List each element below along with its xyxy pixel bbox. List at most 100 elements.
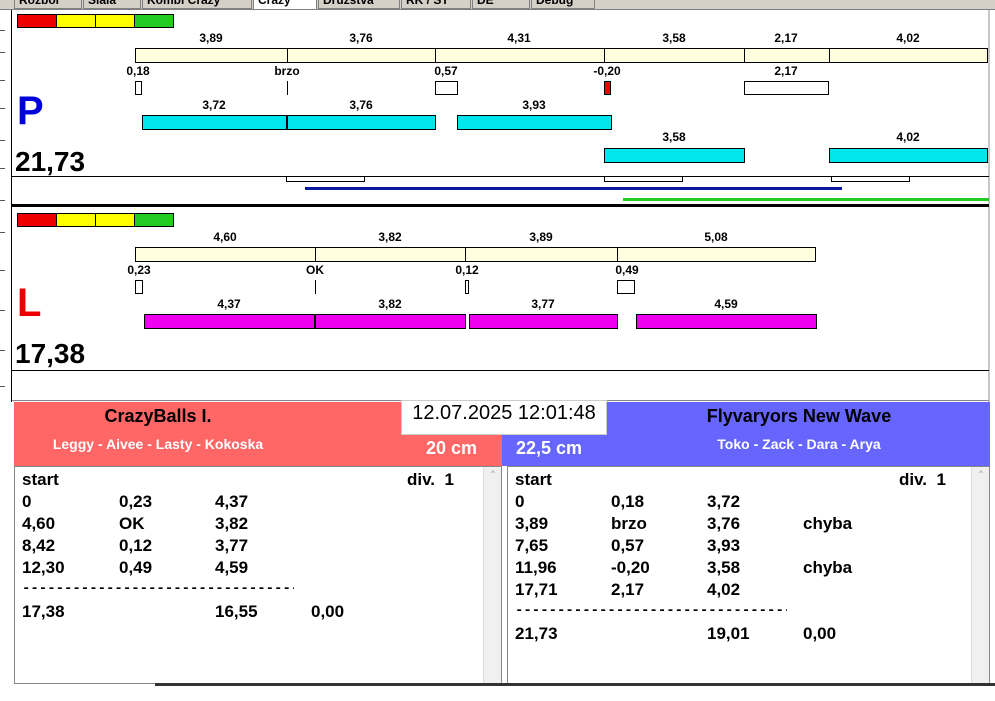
split-box bbox=[135, 81, 142, 95]
list-separator: --------------------------------------- bbox=[515, 603, 787, 619]
signal-yellow bbox=[57, 15, 96, 27]
bar-divider bbox=[829, 48, 830, 63]
run-label: 3,58 bbox=[662, 130, 686, 144]
split-label: brzo bbox=[274, 64, 300, 78]
tab-debug[interactable]: Debug bbox=[531, 0, 595, 9]
tab-strip: Rozbor Slala Kombi Crazy Crazy Družstva … bbox=[0, 0, 995, 10]
list-separator: --------------------------------------- bbox=[22, 581, 294, 597]
gap-box bbox=[286, 176, 365, 182]
results-list-right[interactable]: start div. 1 0 0,18 3,72 3,89 brzo 3,76 … bbox=[507, 466, 990, 684]
cumulative-bar bbox=[135, 48, 988, 63]
split-label: 0,12 bbox=[455, 263, 479, 277]
team-name-right: Flyvaryors New Wave bbox=[706, 406, 892, 426]
list-total[interactable]: 21,73 19,01 0,00 bbox=[515, 624, 837, 643]
cumulative-bar bbox=[135, 247, 816, 262]
run-bar bbox=[144, 314, 315, 329]
list-item[interactable]: 17,71 2,17 4,02 bbox=[515, 580, 741, 599]
run-bar bbox=[469, 314, 618, 329]
list-header: start div. 1 bbox=[515, 470, 946, 489]
run-label: 3,72 bbox=[202, 98, 226, 112]
tab-kombi-crazy[interactable]: Kombi Crazy bbox=[142, 0, 252, 9]
bar-divider bbox=[744, 48, 745, 63]
split-label: OK bbox=[306, 263, 324, 277]
run-bar bbox=[604, 148, 745, 163]
run-label: 3,82 bbox=[378, 297, 402, 311]
split-box bbox=[617, 280, 635, 294]
track-score: 21,73 bbox=[15, 146, 86, 177]
signal-green bbox=[135, 214, 173, 226]
tab-de[interactable]: DE bbox=[472, 0, 530, 9]
list-total[interactable]: 17,38 16,55 0,00 bbox=[22, 602, 345, 621]
split-label: 0,23 bbox=[127, 263, 151, 277]
run-bar bbox=[287, 115, 436, 130]
top-time-label: 5,08 bbox=[704, 230, 728, 244]
run-bar bbox=[457, 115, 612, 130]
run-label: 3,93 bbox=[522, 98, 546, 112]
run-bar bbox=[142, 115, 287, 130]
tab-crazy[interactable]: Crazy bbox=[253, 0, 317, 9]
list-header: start div. 1 bbox=[22, 470, 454, 489]
tab-rozbor[interactable]: Rozbor bbox=[14, 0, 82, 9]
top-time-label: 4,31 bbox=[507, 31, 531, 45]
list-item[interactable]: 3,89 brzo 3,76 chyba bbox=[515, 514, 853, 533]
bar-divider bbox=[315, 247, 316, 262]
signal-yellow bbox=[96, 15, 135, 27]
list-item[interactable]: 11,96 -0,20 3,58 chyba bbox=[515, 558, 853, 577]
gap-box bbox=[604, 176, 683, 182]
run-label: 4,59 bbox=[714, 297, 738, 311]
signal-yellow bbox=[96, 214, 135, 226]
scrollbar-right[interactable]: ˄ bbox=[971, 467, 989, 683]
run-label: 4,37 bbox=[217, 297, 241, 311]
split-marker bbox=[287, 81, 288, 95]
bar-divider bbox=[604, 48, 605, 63]
signal-bar-p bbox=[17, 14, 174, 28]
bar-divider bbox=[617, 247, 618, 262]
list-item[interactable]: 7,65 0,57 3,93 bbox=[515, 536, 741, 555]
signal-bar-l bbox=[17, 213, 174, 227]
split-label: 0,49 bbox=[615, 263, 639, 277]
track-letter: P bbox=[17, 89, 44, 133]
split-box-error bbox=[604, 81, 611, 95]
tab-druzstva[interactable]: Družstva bbox=[318, 0, 400, 9]
top-time-label: 3,89 bbox=[529, 230, 553, 244]
window-bottom-edge bbox=[155, 683, 995, 686]
list-item[interactable]: 0 0,23 4,37 bbox=[22, 492, 249, 511]
top-time-label: 3,82 bbox=[378, 230, 402, 244]
run-label: 3,76 bbox=[349, 98, 373, 112]
scrollbar-left[interactable]: ˄ bbox=[483, 467, 501, 683]
run-label: 4,02 bbox=[896, 130, 920, 144]
track-score: 17,38 bbox=[15, 338, 86, 369]
split-marker bbox=[315, 280, 316, 294]
run-bar bbox=[315, 314, 466, 329]
tab-slala[interactable]: Slala bbox=[83, 0, 141, 9]
timestamp: 12.07.2025 12:01:48 bbox=[401, 400, 607, 435]
top-time-label: 3,58 bbox=[662, 31, 686, 45]
list-item[interactable]: 4,60 OK 3,82 bbox=[22, 514, 249, 533]
team-players-left: Leggy - Aivee - Lasty - Kokoska bbox=[52, 436, 264, 452]
top-time-label: 3,89 bbox=[199, 31, 223, 45]
split-box bbox=[435, 81, 458, 95]
tab-rk-st[interactable]: RK / ST bbox=[401, 0, 471, 9]
scroll-up-icon[interactable]: ˄ bbox=[490, 469, 496, 482]
results-list-left[interactable]: start div. 1 0 0,23 4,37 4,60 OK 3,82 8,… bbox=[14, 466, 502, 684]
split-label: -0,20 bbox=[593, 64, 621, 78]
top-time-label: 2,17 bbox=[774, 31, 798, 45]
run-bar bbox=[829, 148, 988, 163]
signal-red bbox=[18, 214, 57, 226]
team-name-left: CrazyBalls I. bbox=[104, 406, 212, 426]
list-item[interactable]: 0 0,18 3,72 bbox=[515, 492, 741, 511]
list-item[interactable]: 8,42 0,12 3,77 bbox=[22, 536, 249, 555]
list-item[interactable]: 12,30 0,49 4,59 bbox=[22, 558, 249, 577]
top-time-label: 4,02 bbox=[896, 31, 920, 45]
graph-separator bbox=[12, 204, 989, 207]
team-players-right: Toko - Zack - Dara - Arya bbox=[717, 436, 881, 452]
split-box bbox=[135, 280, 143, 294]
left-edge-strip bbox=[0, 10, 12, 402]
split-label: 2,17 bbox=[774, 64, 798, 78]
track-baseline bbox=[12, 176, 989, 177]
scroll-up-icon[interactable]: ˄ bbox=[978, 469, 984, 482]
bar-divider bbox=[465, 247, 466, 262]
progress-line-blue bbox=[305, 187, 842, 190]
split-label: 0,57 bbox=[434, 64, 458, 78]
split-label: 0,18 bbox=[126, 64, 150, 78]
